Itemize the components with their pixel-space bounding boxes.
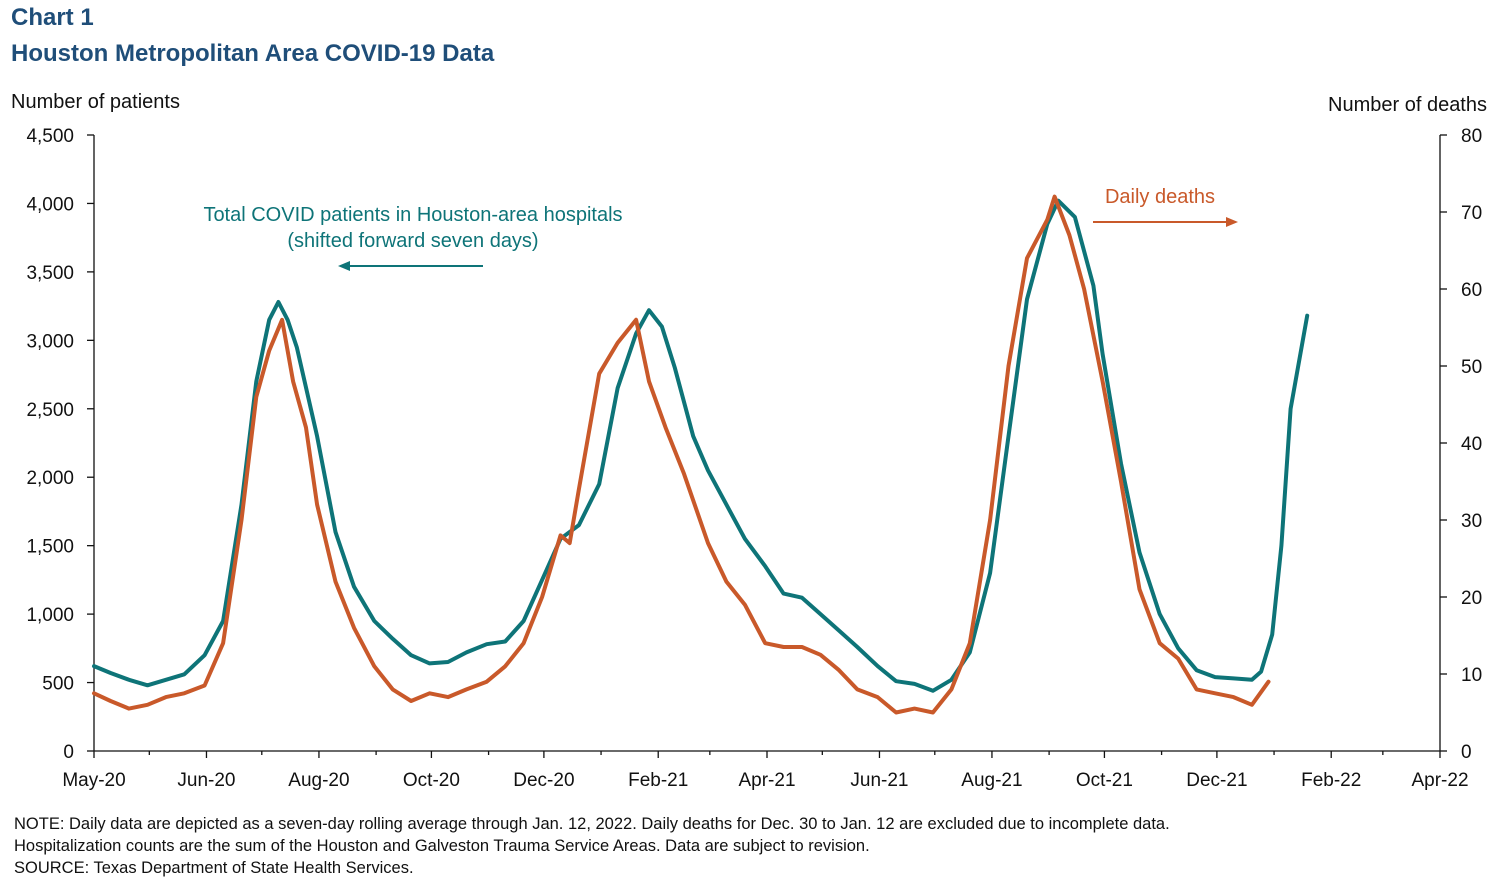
x-tick-label: Dec-20 [513,770,574,791]
x-tick-label: Aug-20 [288,770,349,791]
x-tick-label: Apr-22 [1411,770,1468,791]
deaths-annotation: Daily deaths [1105,186,1215,208]
x-tick-label: Jun-20 [177,770,235,791]
notes: NOTE: Daily data are depicted as a seven… [14,813,1484,879]
x-tick-label: May-20 [62,770,125,791]
series-lines [92,194,1310,715]
y-left-tick-label: 1,500 [26,537,74,558]
y-left-tick-label: 4,000 [26,194,74,215]
note-line-2: Hospitalization counts are the sum of th… [14,837,870,855]
y-left-tick-label: 0 [63,742,74,763]
patients-annotation-line2: (shifted forward seven days) [287,230,538,252]
deaths-arrow-head [1226,217,1238,227]
y-right-tick-label: 30 [1461,511,1482,532]
chart-title: Houston Metropolitan Area COVID-19 Data [11,40,495,67]
note-line-3: SOURCE: Texas Department of State Health… [14,859,414,877]
chart-canvas: Number of patients Number of deaths 0500… [11,91,1487,791]
y-left-axis-title: Number of patients [11,91,180,113]
note-line-1: NOTE: Daily data are depicted as a seven… [14,815,1170,833]
x-tick-label: Jun-21 [850,770,908,791]
y-right-axis-title: Number of deaths [1328,94,1487,116]
y-left-tick-label: 2,000 [26,468,74,489]
patients-annotation-line1: Total COVID patients in Houston-area hos… [203,204,622,226]
y-right-tick-label: 80 [1461,126,1482,147]
y-right-tick-label: 0 [1461,742,1472,763]
y-right-tick-label: 60 [1461,280,1482,301]
x-tick-label: Dec-21 [1186,770,1247,791]
chart-label: Chart 1 [11,4,94,31]
y-left-tick-label: 3,000 [26,331,74,352]
y-left-tick-label: 4,500 [26,126,74,147]
x-tick-label: Oct-21 [1076,770,1133,791]
y-right-tick-label: 70 [1461,203,1482,224]
y-left-tick-label: 2,500 [26,400,74,421]
axes: 05001,0001,5002,0002,5003,0003,5004,0004… [26,126,1482,791]
patients-line [92,198,1310,693]
y-left-tick-label: 500 [42,674,74,695]
x-tick-label: Aug-21 [961,770,1022,791]
annotations: Total COVID patients in Houston-area hos… [203,186,1238,271]
y-right-tick-label: 10 [1461,665,1482,686]
y-right-tick-label: 40 [1461,434,1482,455]
y-left-tick-label: 1,000 [26,605,74,626]
patients-arrow-head [338,261,350,271]
x-tick-label: Oct-20 [403,770,460,791]
x-tick-label: Feb-21 [628,770,688,791]
y-right-tick-label: 50 [1461,357,1482,378]
x-tick-label: Feb-22 [1301,770,1361,791]
x-tick-label: Apr-21 [738,770,795,791]
y-left-tick-label: 3,500 [26,263,74,284]
y-right-tick-label: 20 [1461,588,1482,609]
deaths-line [92,194,1271,715]
